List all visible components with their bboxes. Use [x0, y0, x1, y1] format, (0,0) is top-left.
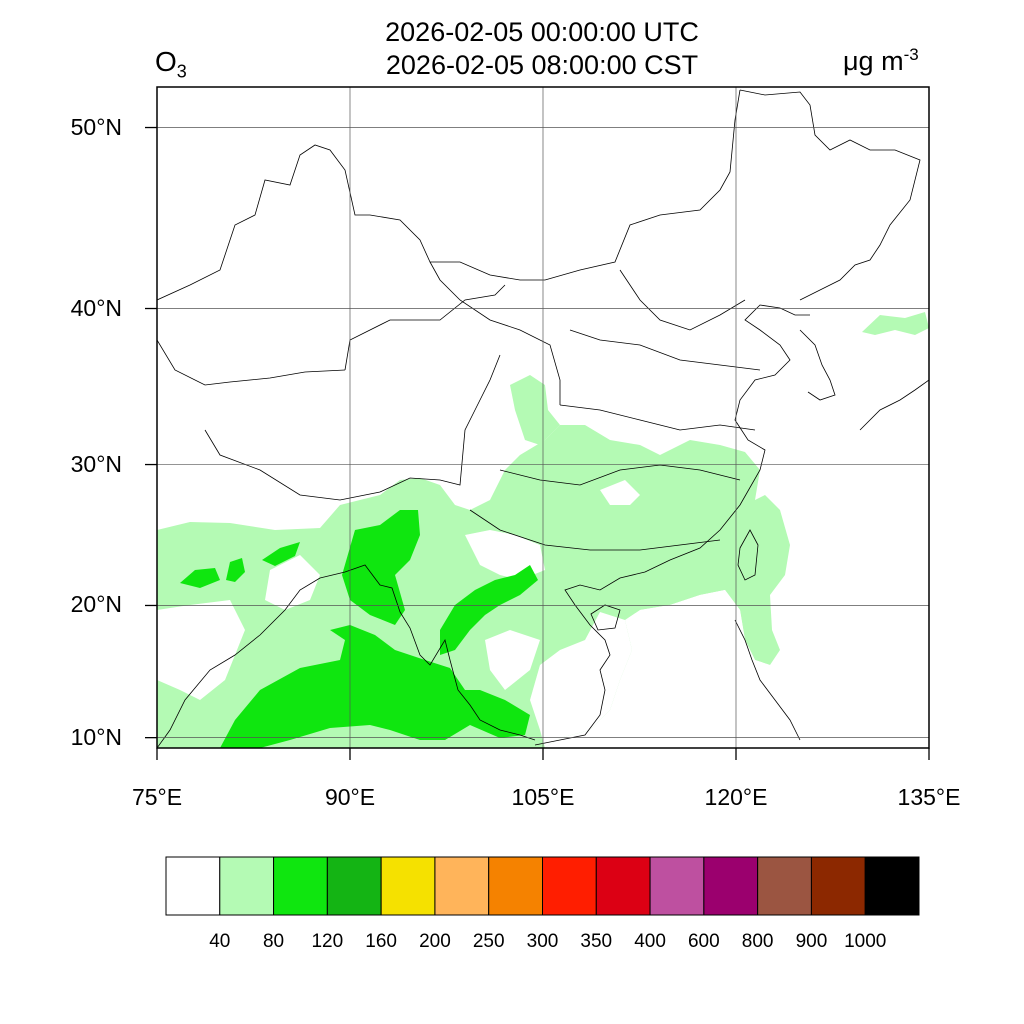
colorbar-label: 300	[526, 931, 559, 952]
colorbar-swatch	[810, 856, 866, 916]
colorbar-swatch	[649, 856, 705, 916]
o3-40-80-patch-tibet	[510, 375, 560, 445]
o3-40-80-patch-korea	[862, 312, 929, 335]
lat-tick-label: 20°N	[70, 591, 122, 618]
lat-tick-label: 50°N	[70, 113, 122, 140]
colorbar-label: 600	[687, 931, 720, 952]
colorbar-swatch	[757, 856, 812, 916]
lon-tick-label: 135°E	[897, 784, 961, 810]
colorbar-swatch	[703, 856, 759, 916]
lon-tick-label: 105°E	[511, 784, 575, 810]
o3-80-120-patch-india-1	[180, 568, 220, 588]
colorbar-label: 200	[419, 931, 451, 952]
o3-80-120-patch-india-3	[262, 542, 300, 566]
colorbar-label: 40	[209, 931, 231, 952]
title-utc: 2026-02-05 00:00:00 UTC	[385, 17, 699, 47]
lon-tick-label: 75°E	[131, 784, 183, 810]
colorbar-label: 800	[741, 931, 774, 952]
colorbar-swatch	[219, 856, 275, 916]
lat-tick-label: 40°N	[70, 294, 122, 321]
lon-tick-label: 90°E	[324, 784, 376, 810]
o3-80-120-patch-india-2	[226, 558, 245, 582]
variable-label: O3	[155, 46, 187, 82]
colorbar-label: 160	[365, 931, 397, 952]
colorbar-swatch	[488, 856, 544, 916]
colorbar-swatch	[542, 856, 597, 916]
colorbar-label: 900	[795, 931, 828, 952]
map-boundaries	[157, 89, 929, 748]
colorbar-swatch	[380, 856, 436, 916]
colorbar-swatch	[595, 856, 651, 916]
colorbar-label: 350	[580, 931, 613, 952]
o3-80-120-region-bay-of-bengal	[220, 625, 530, 748]
colorbar-swatch	[326, 856, 382, 916]
o3-80-120-region-myanmar	[342, 510, 420, 625]
axis-ticks	[145, 126, 930, 760]
title-cst: 2026-02-05 08:00:00 CST	[385, 50, 699, 80]
colorbar-swatch	[165, 856, 221, 916]
colorbar-swatch	[864, 856, 920, 916]
lon-tick-label: 120°E	[704, 784, 768, 810]
colorbar	[165, 856, 920, 916]
colorbar-swatch	[273, 856, 328, 916]
concentration-layer	[157, 312, 929, 748]
colorbar-label: 250	[472, 931, 505, 952]
colorbar-label: 400	[634, 931, 666, 952]
lat-tick-label: 10°N	[70, 723, 122, 750]
colorbar-label: 120	[311, 931, 344, 952]
o3-80-120-region-indochina	[440, 565, 538, 655]
lat-tick-label: 30°N	[70, 450, 122, 477]
colorbar-swatch	[434, 856, 490, 916]
colorbar-label: 1000	[844, 931, 887, 952]
colorbar-label: 80	[262, 931, 285, 952]
unit-label: μg m-3	[843, 45, 919, 76]
